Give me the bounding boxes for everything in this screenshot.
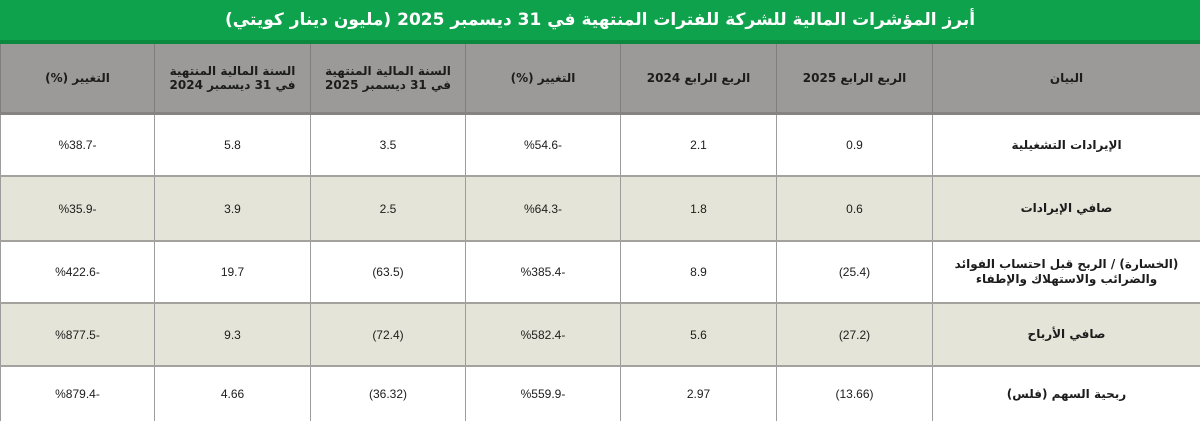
cell-fy-2025: 3.5 [311, 114, 466, 177]
cell-q4-2025: (13.66) [777, 366, 933, 421]
cell-q-change: %54.6- [466, 114, 621, 177]
cell-fy-change: %35.9- [1, 176, 155, 241]
cell-fy-2025: (63.5) [311, 241, 466, 303]
cell-item: صافي الإيرادات [933, 176, 1200, 241]
header-q4-2025: الربع الرابع 2025 [777, 44, 933, 114]
cell-item: الإيرادات التشغيلية [933, 114, 1200, 177]
header-fy-change: التغيير (%) [1, 44, 155, 114]
cell-q-change: %64.3- [466, 176, 621, 241]
header-item: البيان [933, 44, 1200, 114]
header-q4-2024: الربع الرابع 2024 [621, 44, 777, 114]
table-row: %879.4- 4.66 (36.32) %559.9- 2.97 (13.66… [1, 366, 1200, 421]
header-fy-2024: السنة المالية المنتهية في 31 ديسمبر 2024 [155, 44, 311, 114]
cell-fy-2025: (72.4) [311, 303, 466, 366]
cell-fy-change: %38.7- [1, 114, 155, 177]
cell-item: ربحية السهم (فلس) [933, 366, 1200, 421]
cell-q-change: %582.4- [466, 303, 621, 366]
cell-q-change: %385.4- [466, 241, 621, 303]
cell-q4-2025: (25.4) [777, 241, 933, 303]
table-row: %35.9- 3.9 2.5 %64.3- 1.8 0.6 صافي الإير… [1, 176, 1200, 241]
table-row: %422.6- 19.7 (63.5) %385.4- 8.9 (25.4) (… [1, 241, 1200, 303]
table-title: أبرز المؤشرات المالية للشركة للفترات الم… [0, 0, 1200, 44]
cell-fy-change: %422.6- [1, 241, 155, 303]
cell-item: صافي الأرباح [933, 303, 1200, 366]
header-q-change: التغيير (%) [466, 44, 621, 114]
cell-fy-2024: 5.8 [155, 114, 311, 177]
cell-fy-change: %879.4- [1, 366, 155, 421]
cell-q4-2025: (27.2) [777, 303, 933, 366]
header-fy-2025: السنة المالية المنتهية في 31 ديسمبر 2025 [311, 44, 466, 114]
cell-q4-2024: 5.6 [621, 303, 777, 366]
cell-fy-2024: 19.7 [155, 241, 311, 303]
table-row: %877.5- 9.3 (72.4) %582.4- 5.6 (27.2) صا… [1, 303, 1200, 366]
cell-q4-2025: 0.9 [777, 114, 933, 177]
table-row: %38.7- 5.8 3.5 %54.6- 2.1 0.9 الإيرادات … [1, 114, 1200, 177]
cell-fy-2025: 2.5 [311, 176, 466, 241]
cell-fy-2025: (36.32) [311, 366, 466, 421]
cell-q-change: %559.9- [466, 366, 621, 421]
cell-q4-2024: 2.97 [621, 366, 777, 421]
cell-fy-change: %877.5- [1, 303, 155, 366]
cell-item: (الخسارة) / الربح قبل احتساب الفوائد وال… [933, 241, 1200, 303]
cell-q4-2024: 1.8 [621, 176, 777, 241]
cell-q4-2024: 8.9 [621, 241, 777, 303]
financial-indicators-table: التغيير (%) السنة المالية المنتهية في 31… [0, 44, 1200, 421]
cell-fy-2024: 4.66 [155, 366, 311, 421]
cell-fy-2024: 9.3 [155, 303, 311, 366]
cell-fy-2024: 3.9 [155, 176, 311, 241]
cell-q4-2024: 2.1 [621, 114, 777, 177]
header-row: التغيير (%) السنة المالية المنتهية في 31… [1, 44, 1200, 114]
cell-q4-2025: 0.6 [777, 176, 933, 241]
